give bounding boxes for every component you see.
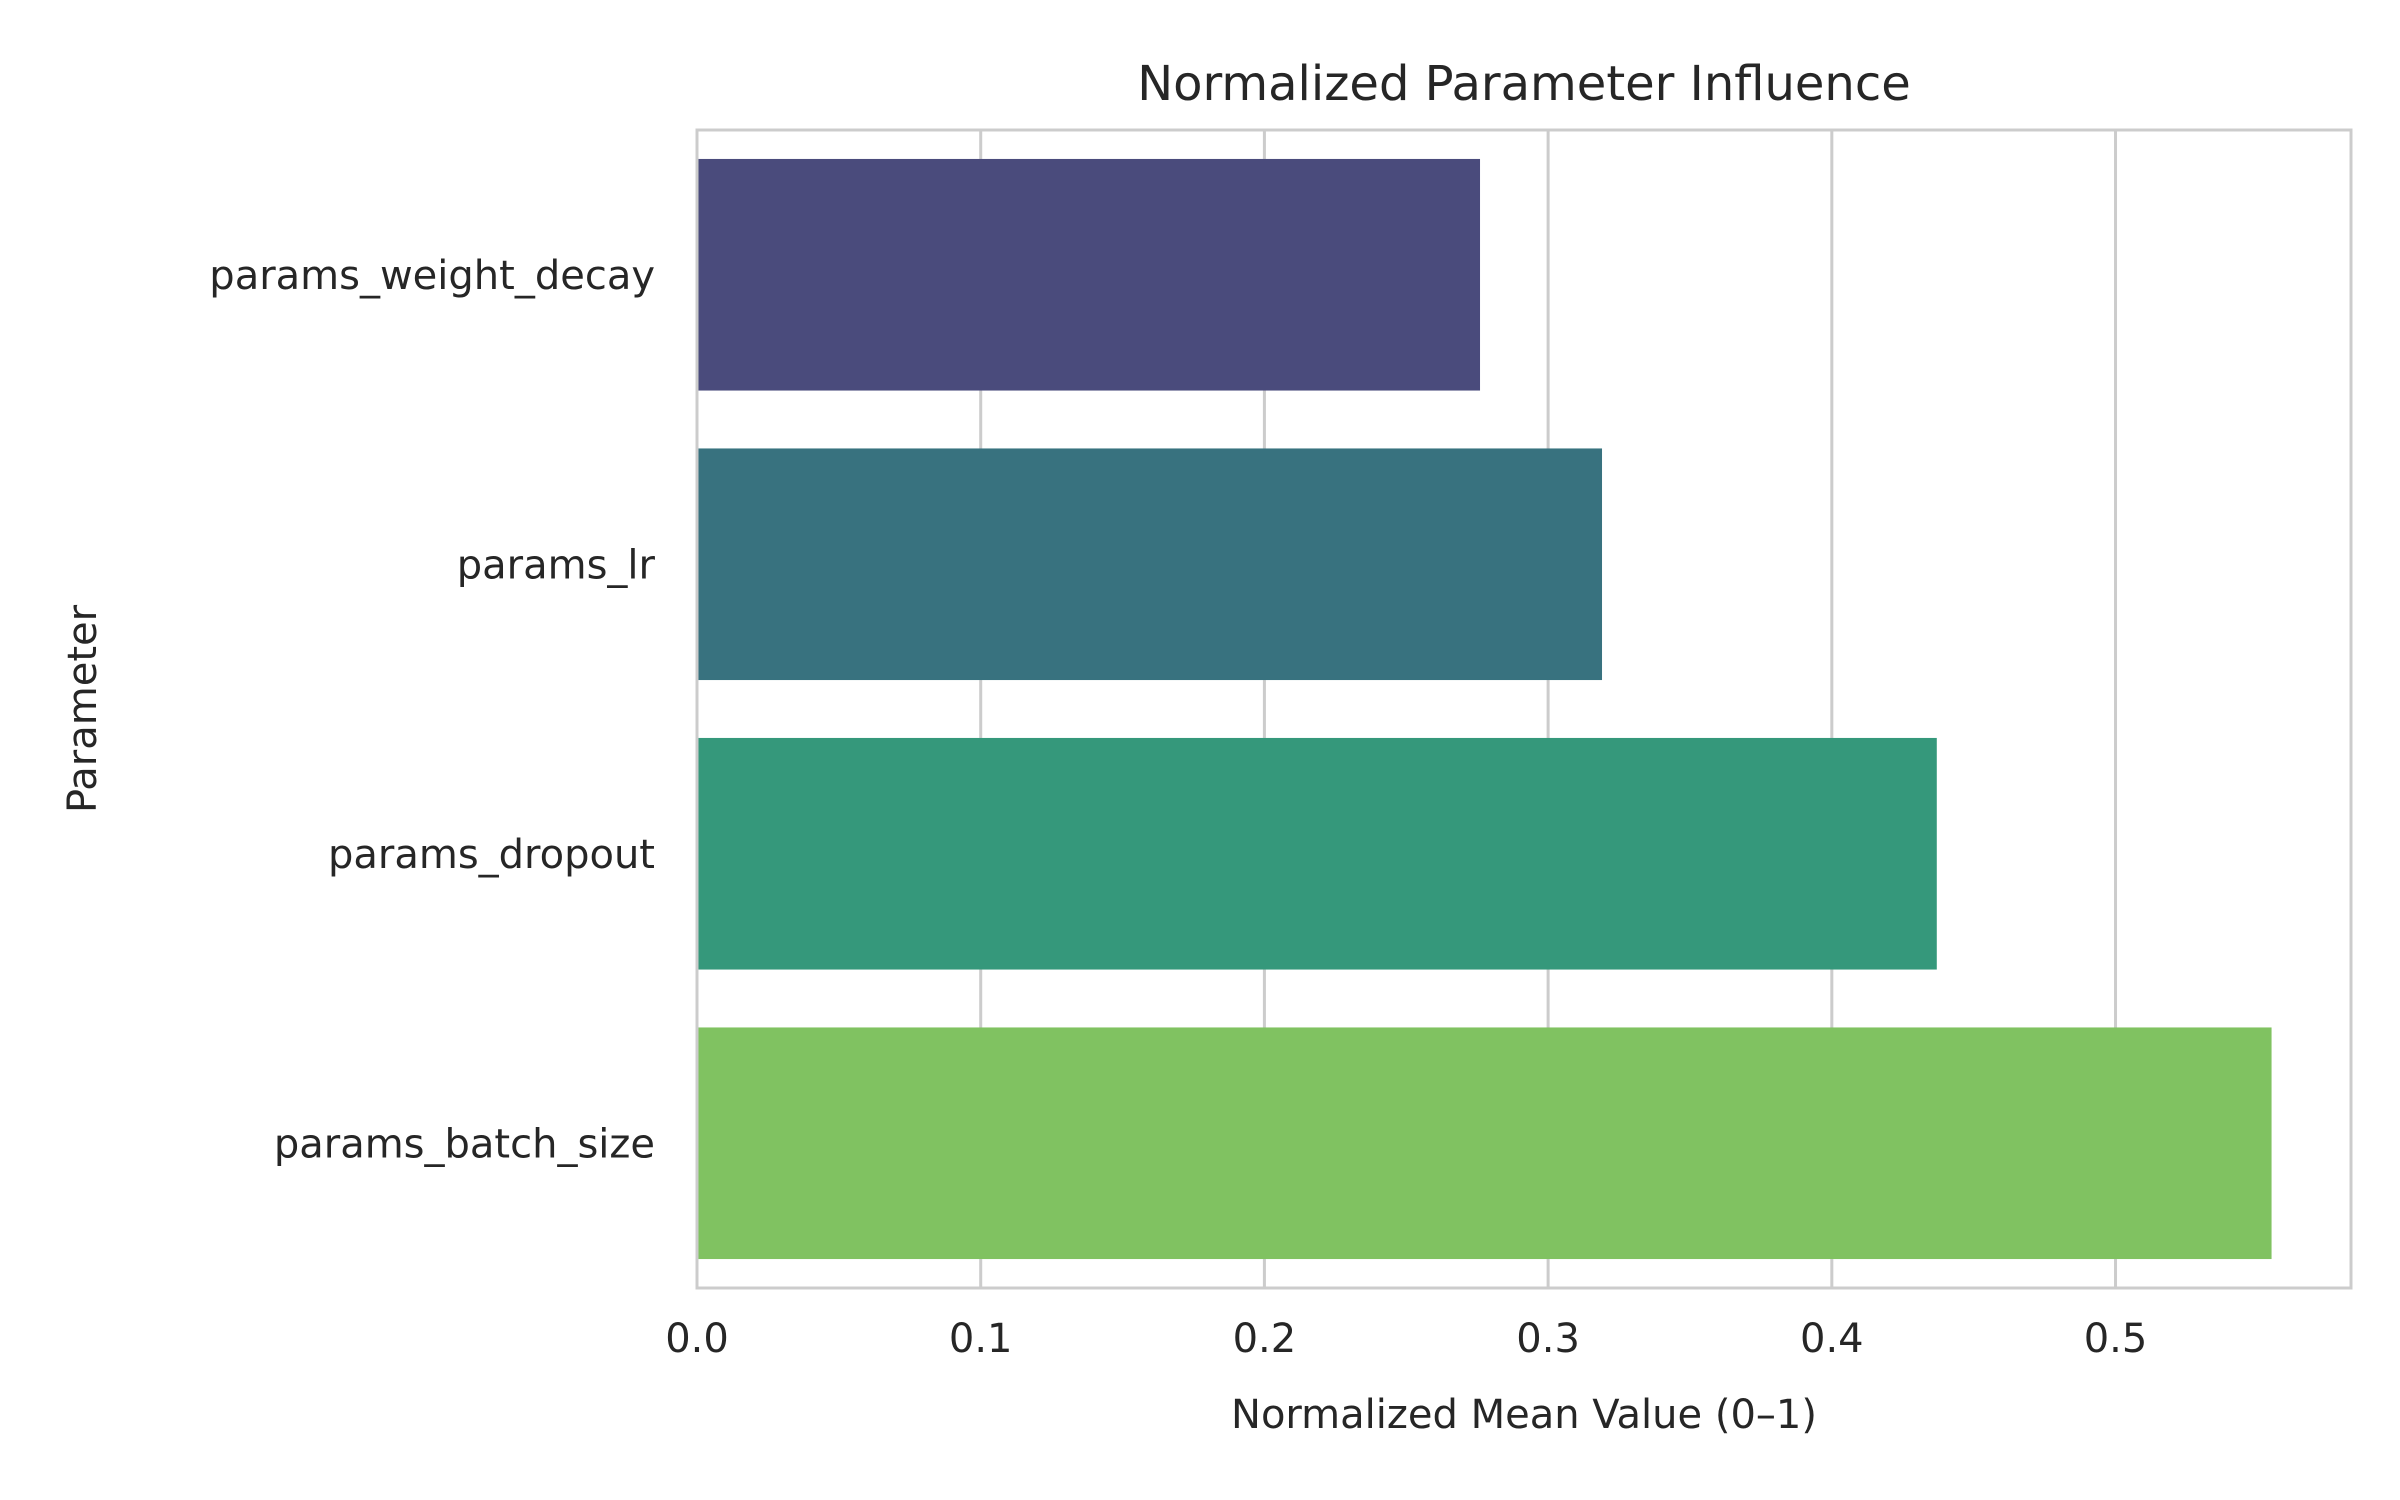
x-tick-label: 0.4 [1800, 1316, 1864, 1362]
y-tick-label: params_batch_size [274, 1121, 655, 1167]
chart-title: Normalized Parameter Influence [1137, 56, 1911, 112]
y-axis-title: Parameter [60, 604, 106, 813]
x-tick-label: 0.1 [949, 1316, 1013, 1362]
bars [697, 158, 2272, 1260]
plot-frame [695, 128, 2353, 1290]
bar-params-batch-size [697, 1027, 2272, 1260]
bar-params-dropout [697, 737, 1937, 970]
x-tick-label: 0.3 [1516, 1316, 1580, 1362]
bar-params-weight-decay [697, 158, 1481, 391]
y-tick-label: params_weight_decay [209, 253, 655, 299]
x-tick-label: 0.5 [2084, 1316, 2148, 1362]
y-tick-labels: params_weight_decay params_lr params_dropo… [209, 253, 655, 1168]
x-tick-label: 0.0 [665, 1316, 729, 1362]
y-tick-label: params_lr [457, 542, 656, 588]
y-tick-label: params_dropout [328, 832, 655, 878]
bar-params-lr [697, 448, 1603, 681]
x-tick-label: 0.2 [1233, 1316, 1297, 1362]
x-tick-labels: 0.0 0.1 0.2 0.3 0.4 0.5 [665, 1316, 2147, 1362]
x-axis-title: Normalized Mean Value (0–1) [1231, 1392, 1817, 1438]
